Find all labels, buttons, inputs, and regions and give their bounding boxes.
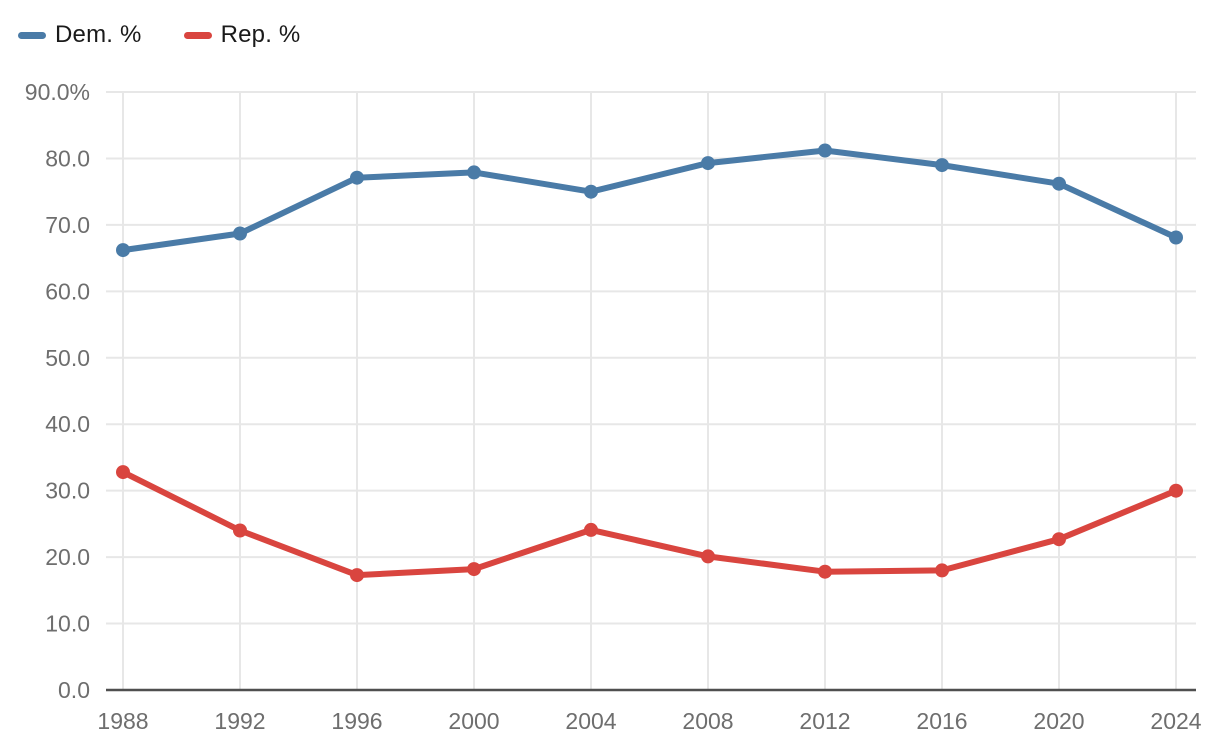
rep-data-point-1988 bbox=[116, 465, 130, 480]
dem-data-point-2024 bbox=[1169, 230, 1183, 245]
y-tick-label: 10.0 bbox=[45, 611, 90, 637]
x-tick-label: 2000 bbox=[448, 708, 499, 734]
dem-data-point-1996 bbox=[350, 170, 364, 185]
dem-data-point-2000 bbox=[467, 165, 481, 180]
rep-data-point-2024 bbox=[1169, 483, 1183, 498]
x-tick-label: 2020 bbox=[1033, 708, 1084, 734]
rep-data-point-2000 bbox=[467, 562, 481, 577]
rep-data-point-1996 bbox=[350, 568, 364, 583]
y-tick-label: 80.0 bbox=[45, 145, 90, 171]
x-tick-label: 1996 bbox=[331, 708, 382, 734]
rep-data-point-2004 bbox=[584, 522, 598, 537]
rep-data-point-1992 bbox=[233, 523, 247, 538]
y-tick-label: 90.0% bbox=[25, 79, 90, 105]
dem-data-point-2008 bbox=[701, 156, 715, 171]
dem-data-point-1992 bbox=[233, 226, 247, 241]
rep-series-swatch-icon bbox=[183, 31, 212, 39]
x-tick-label: 2008 bbox=[682, 708, 733, 734]
chart-legend: Dem. % Rep. % bbox=[18, 21, 300, 49]
x-tick-label: 2024 bbox=[1150, 708, 1201, 734]
y-tick-label: 70.0 bbox=[45, 212, 90, 238]
y-tick-label: 40.0 bbox=[45, 411, 90, 437]
y-tick-label: 50.0 bbox=[45, 345, 90, 371]
y-tick-label: 30.0 bbox=[45, 478, 90, 504]
legend-label-dem: Dem. % bbox=[55, 21, 142, 48]
dem-data-point-2004 bbox=[584, 184, 598, 199]
x-tick-label: 2012 bbox=[799, 708, 850, 734]
rep-data-point-2016 bbox=[935, 563, 949, 578]
dem-data-point-2012 bbox=[818, 143, 832, 158]
rep-series-line bbox=[120, 469, 1179, 579]
dem-data-point-1988 bbox=[116, 243, 130, 258]
x-tick-label: 2004 bbox=[565, 708, 616, 734]
dem-series-swatch-icon bbox=[18, 31, 46, 39]
legend-label-rep: Rep. % bbox=[220, 21, 301, 48]
x-tick-label: 2016 bbox=[916, 708, 967, 734]
legend-item-dem[interactable]: Dem. % bbox=[18, 21, 142, 49]
x-tick-label: 1992 bbox=[214, 708, 265, 734]
rep-data-point-2020 bbox=[1052, 532, 1066, 547]
y-tick-label: 20.0 bbox=[45, 544, 90, 570]
x-tick-label: 1988 bbox=[97, 708, 148, 734]
dem-data-point-2020 bbox=[1052, 176, 1066, 191]
rep-data-point-2012 bbox=[818, 564, 832, 579]
dem-data-point-2016 bbox=[935, 158, 949, 173]
y-tick-label: 0.0 bbox=[58, 677, 90, 703]
rep-data-point-2008 bbox=[701, 549, 715, 564]
dem-series-line bbox=[120, 147, 1179, 254]
legend-item-rep[interactable]: Rep. % bbox=[183, 21, 301, 49]
y-tick-label: 60.0 bbox=[45, 278, 90, 304]
